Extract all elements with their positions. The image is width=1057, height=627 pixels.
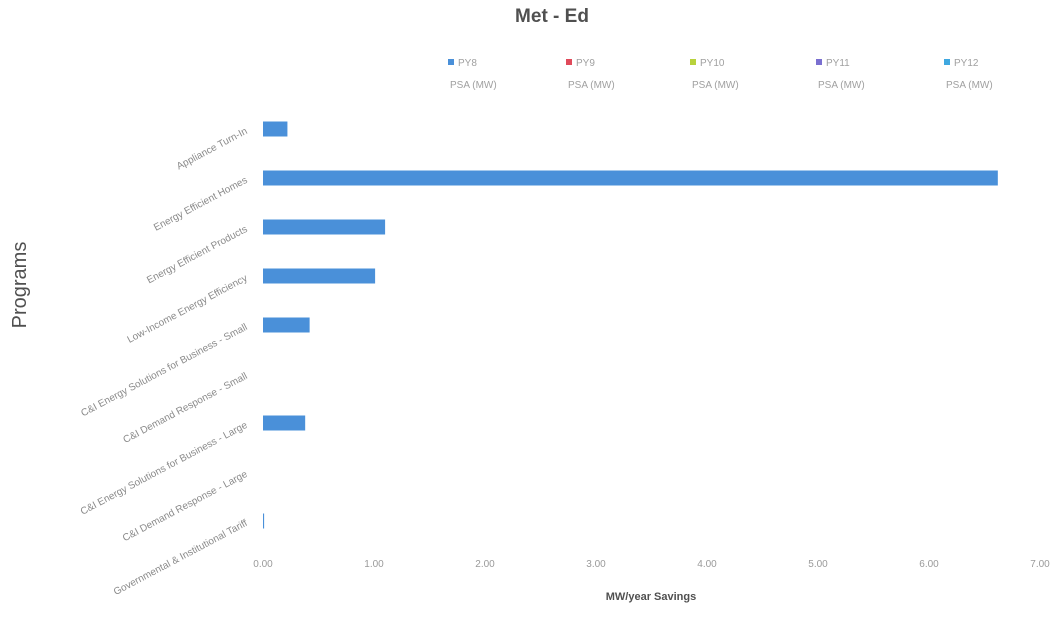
category-label: Energy Efficient Products: [145, 224, 249, 286]
bar: [263, 415, 306, 431]
bar: [263, 513, 265, 529]
legend-sublabel: PSA (MW): [818, 80, 865, 91]
legend-sublabel: PSA (MW): [946, 80, 993, 91]
category-label: Energy Efficient Homes: [152, 175, 249, 234]
x-tick-label: 6.00: [919, 559, 939, 570]
chart-title: Met - Ed: [515, 6, 589, 27]
legend-label: PY10: [700, 58, 725, 69]
category-label: C&I Energy Solutions for Business - Smal…: [79, 322, 249, 419]
legend-sublabel: PSA (MW): [692, 80, 739, 91]
legend-swatch: [816, 59, 822, 65]
x-tick-label: 5.00: [808, 559, 828, 570]
legend-swatch: [690, 59, 696, 65]
legend-sublabel: PSA (MW): [450, 80, 497, 91]
legend-sublabel: PSA (MW): [568, 80, 615, 91]
bar: [263, 121, 288, 137]
x-tick-label: 4.00: [697, 559, 717, 570]
x-tick-label: 3.00: [586, 559, 606, 570]
legend: PY8 PSA (MW) PY9 PSA (MW) PY10 PSA (MW) PY11 PS…: [448, 58, 993, 91]
legend-label: PY8: [458, 58, 477, 69]
legend-swatch: [448, 59, 454, 65]
category-label: C&I Energy Solutions for Business - Larg…: [79, 420, 250, 518]
category-label: Appliance Turn-In: [175, 126, 249, 173]
x-tick-label: 0.00: [253, 559, 273, 570]
x-tick-label: 7.00: [1030, 559, 1050, 570]
bars: [263, 121, 998, 529]
legend-label: PY11: [826, 58, 850, 69]
bar: [263, 219, 386, 235]
x-axis-ticks: 0.00 1.00 2.00 3.00 4.00 5.00 6.00 7.00: [253, 559, 1050, 570]
x-tick-label: 2.00: [475, 559, 495, 570]
legend-swatch: [566, 59, 572, 65]
bar: [263, 170, 998, 186]
legend-swatch: [944, 59, 950, 65]
legend-label: PY12: [954, 58, 979, 69]
x-tick-label: 1.00: [364, 559, 384, 570]
y-axis-title: Programs: [9, 242, 31, 329]
bar: [263, 268, 376, 284]
legend-label: PY9: [576, 58, 595, 69]
bar: [263, 317, 310, 333]
x-axis-title: MW/year Savings: [606, 591, 696, 603]
